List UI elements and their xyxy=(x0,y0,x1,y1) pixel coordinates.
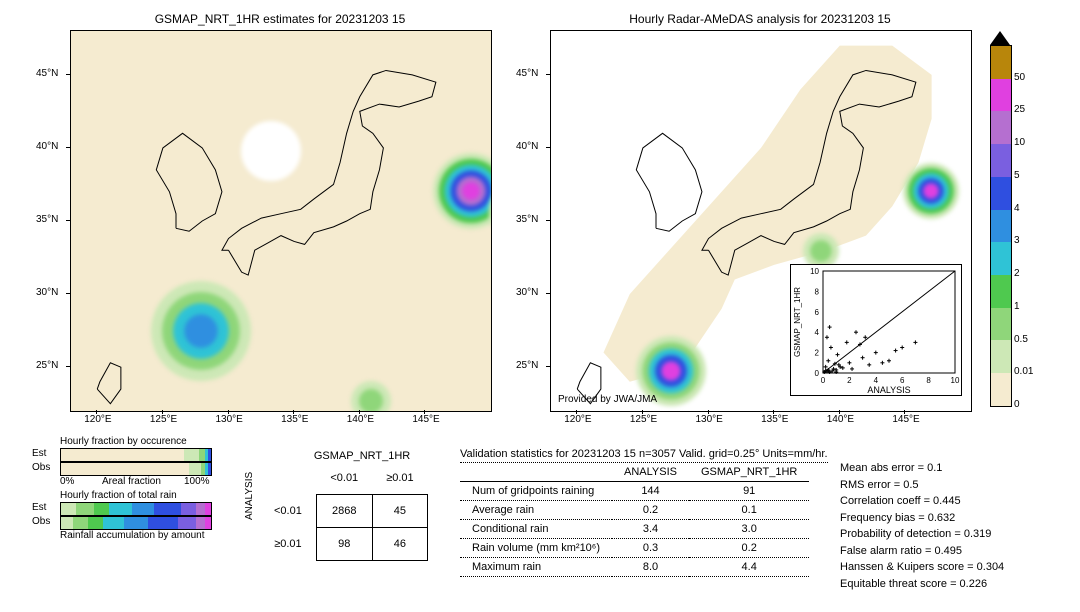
lon-tick: 125°E xyxy=(630,414,657,425)
lat-tick: 40°N xyxy=(36,141,58,152)
colorbar-tick: 0.01 xyxy=(1014,366,1033,377)
frac-row-label: Est xyxy=(32,448,46,459)
frac-0: 0% xyxy=(60,476,74,487)
svg-text:6: 6 xyxy=(900,376,905,385)
lat-tick: 40°N xyxy=(516,141,538,152)
svg-text:6: 6 xyxy=(815,308,820,317)
lon-tick: 145°E xyxy=(412,414,439,425)
contingency-table: GSMAP_NRT_1HR<0.01≥0.01<0.01286845≥0.019… xyxy=(260,450,428,561)
lat-tick: 35°N xyxy=(36,214,58,225)
fraction-caption: Rainfall accumulation by amount xyxy=(60,530,205,541)
lon-tick: 140°E xyxy=(827,414,854,425)
lon-tick: 125°E xyxy=(150,414,177,425)
svg-text:ANALYSIS: ANALYSIS xyxy=(867,385,910,395)
stat-item: False alarm ratio = 0.495 xyxy=(840,543,1004,560)
right-map-title: Hourly Radar-AMeDAS analysis for 2023120… xyxy=(550,12,970,26)
fraction-bar xyxy=(60,448,212,462)
lat-tick: 25°N xyxy=(516,360,538,371)
lon-tick: 145°E xyxy=(892,414,919,425)
frac-100: 100% xyxy=(184,476,210,487)
left-map-title: GSMAP_NRT_1HR estimates for 20231203 15 xyxy=(70,12,490,26)
fraction-bar xyxy=(60,502,212,516)
fraction-bar xyxy=(60,516,212,530)
lat-tick: 30°N xyxy=(516,287,538,298)
stat-item: Probability of detection = 0.319 xyxy=(840,526,1004,543)
lon-tick: 130°E xyxy=(696,414,723,425)
left-map-panel xyxy=(70,30,492,412)
stat-item: Correlation coeff = 0.445 xyxy=(840,493,1004,510)
colorbar-tick: 0.5 xyxy=(1014,334,1028,345)
stat-item: Frequency bias = 0.632 xyxy=(840,510,1004,527)
lon-tick: 135°E xyxy=(281,414,308,425)
colorbar-tick: 4 xyxy=(1014,203,1020,214)
colorbar-arrow-top xyxy=(990,31,1010,45)
validation-table: Validation statistics for 20231203 15 n=… xyxy=(460,448,828,577)
lat-tick: 35°N xyxy=(516,214,538,225)
colorbar-tick: 0 xyxy=(1014,399,1020,410)
svg-text:0: 0 xyxy=(815,369,820,378)
colorbar-tick: 25 xyxy=(1014,104,1025,115)
svg-text:10: 10 xyxy=(951,376,960,385)
lon-tick: 120°E xyxy=(84,414,111,425)
svg-text:0: 0 xyxy=(821,376,826,385)
lon-tick: 120°E xyxy=(564,414,591,425)
lat-tick: 45°N xyxy=(516,68,538,79)
frac-row-label: Est xyxy=(32,502,46,513)
svg-text:8: 8 xyxy=(926,376,931,385)
lat-tick: 25°N xyxy=(36,360,58,371)
colorbar-tick: 10 xyxy=(1014,137,1025,148)
colorbar-tick: 2 xyxy=(1014,268,1020,279)
colorbar-tick: 50 xyxy=(1014,72,1025,83)
svg-text:2: 2 xyxy=(815,349,820,358)
frac-mid: Areal fraction xyxy=(102,476,161,487)
svg-text:8: 8 xyxy=(815,287,820,296)
stat-item: Hanssen & Kuipers score = 0.304 xyxy=(840,559,1004,576)
colorbar-tick: 1 xyxy=(1014,301,1020,312)
lat-tick: 30°N xyxy=(36,287,58,298)
contingency-row-header: ANALYSIS xyxy=(244,472,255,520)
stat-item: Mean abs error = 0.1 xyxy=(840,460,1004,477)
svg-text:4: 4 xyxy=(815,328,820,337)
lat-tick: 45°N xyxy=(36,68,58,79)
fraction-title-2: Hourly fraction of total rain xyxy=(60,490,177,501)
colorbar-tick: 3 xyxy=(1014,235,1020,246)
stat-item: Equitable threat score = 0.226 xyxy=(840,576,1004,593)
frac-row-label: Obs xyxy=(32,462,50,473)
svg-text:10: 10 xyxy=(810,267,819,276)
svg-text:2: 2 xyxy=(847,376,852,385)
provided-by-label: Provided by JWA/JMA xyxy=(558,394,657,405)
stats-list: Mean abs error = 0.1RMS error = 0.5Corre… xyxy=(840,460,1004,592)
svg-text:4: 4 xyxy=(874,376,879,385)
fraction-title: Hourly fraction by occurence xyxy=(60,436,187,447)
colorbar-tick: 5 xyxy=(1014,170,1020,181)
lon-tick: 135°E xyxy=(761,414,788,425)
precip-colorbar xyxy=(990,45,1012,407)
lon-tick: 130°E xyxy=(216,414,243,425)
svg-text:GSMAP_NRT_1HR: GSMAP_NRT_1HR xyxy=(793,287,802,357)
scatter-inset: 00 2 2 4 4 6 6 8 8 10 10 ANALYSIS GSMAP_NRT_1HR xyxy=(790,264,962,396)
lon-tick: 140°E xyxy=(347,414,374,425)
fraction-bar xyxy=(60,462,212,476)
stat-item: RMS error = 0.5 xyxy=(840,477,1004,494)
frac-row-label: Obs xyxy=(32,516,50,527)
